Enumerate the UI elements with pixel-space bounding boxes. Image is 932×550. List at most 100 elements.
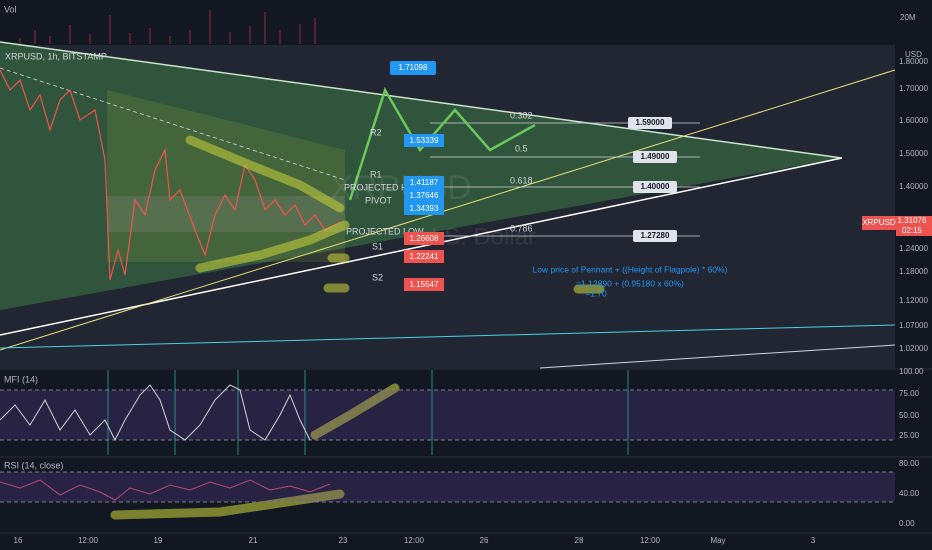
last-price: 1.31076	[898, 216, 927, 225]
main-pane	[0, 45, 895, 368]
time-tick: 3	[811, 536, 816, 545]
pivot-price: 1.41187	[410, 178, 439, 187]
annotation: =1.12890 + (0.95180 x 60%)	[576, 278, 684, 288]
rsi-line	[0, 479, 331, 501]
last-price-box	[896, 216, 932, 236]
countdown: 02:15	[902, 226, 923, 235]
mfi-tick: 25.00	[899, 431, 920, 440]
rsi-tick: 0.00	[899, 519, 915, 528]
fib-price: 1.49000	[641, 152, 670, 161]
time-tick: 12:00	[640, 536, 661, 545]
fib-ratio: 0.382	[510, 110, 533, 120]
fib-price: 1.27280	[641, 231, 670, 240]
last-symbol-box	[862, 216, 896, 230]
mfi-tick: 100.00	[899, 367, 924, 376]
price-tick: 1.07000	[899, 321, 928, 330]
wedge-line	[539, 344, 896, 369]
price-tick: 1.60000	[899, 116, 928, 125]
price-axis: 1.80000 1.70000 1.60000 1.50000 1.40000 1.240…	[899, 57, 928, 353]
mfi-tick: 50.00	[899, 411, 920, 420]
rsi-band	[0, 472, 895, 502]
pivot-price: 1.15547	[410, 280, 439, 289]
mfi-markers	[107, 370, 629, 455]
flag-zone	[107, 90, 345, 262]
pivot-box	[404, 134, 444, 147]
pivot-zone	[107, 196, 345, 232]
pivot-box	[404, 202, 444, 215]
annotation: Low price of Pennant + ((Height of Flagp…	[533, 264, 728, 274]
mfi-line	[0, 384, 311, 442]
highlight-strokes	[110, 135, 605, 520]
price-tick: 1.50000	[899, 149, 928, 158]
fib-ratio: 0.5	[515, 143, 528, 153]
time-tick: 12:00	[78, 536, 99, 545]
price-path	[0, 69, 341, 281]
mfi-label: MFI (14)	[4, 374, 38, 384]
volume-bars	[19, 10, 316, 44]
watermark-symbol: XRPUSD	[330, 169, 472, 207]
volume-tick: 20M	[900, 13, 916, 22]
pivot-name: S1	[372, 241, 383, 251]
pivot-box	[404, 278, 444, 291]
projection-zigzag	[348, 86, 536, 201]
rsi-tick: 40.00	[899, 489, 920, 498]
time-tick: 26	[480, 536, 489, 545]
dashed-line	[0, 67, 346, 181]
pivot-price: 1.37646	[410, 191, 439, 200]
fib-price: 1.40000	[641, 182, 670, 191]
fib-price-box	[633, 230, 677, 242]
price-tick: 1.02000	[899, 344, 928, 353]
pivot-price: 1.26608	[410, 234, 439, 243]
pivot-price: 1.34393	[410, 204, 439, 213]
mfi-axis: 100.00 75.00 50.00 25.00	[899, 367, 924, 440]
price-tick: 1.80000	[899, 57, 928, 66]
pivot-box	[404, 176, 444, 189]
support-line	[0, 324, 896, 349]
symbol-label: XRPUSD, 1h, BITSTAMP	[5, 51, 107, 61]
rsi-axis: 80.00 40.00 0.00	[899, 459, 920, 528]
pivot-name: S2	[372, 272, 383, 282]
fib-price: 1.59000	[636, 118, 665, 127]
time-tick: 23	[339, 536, 348, 545]
price-tick: 1.12000	[899, 296, 928, 305]
pennant-upper	[0, 41, 843, 159]
price-tick: 1.40000	[899, 182, 928, 191]
pivot-box	[404, 189, 444, 202]
pennant-lower	[0, 157, 843, 336]
price-tick: 1.18000	[899, 267, 928, 276]
time-tick: May	[710, 536, 725, 545]
rsi-tick: 80.00	[899, 459, 920, 468]
time-axis: 16 12:00 19 21 23 12:00 26 28 12:00 May 3	[14, 536, 816, 545]
pivot-price: 1.53339	[410, 136, 439, 145]
time-tick: 21	[249, 536, 258, 545]
pivot-name: PIVOT	[365, 195, 393, 205]
fib-price-box	[633, 181, 677, 193]
projection-name: PROJECTED HIGH	[344, 182, 424, 192]
rsi-label: RSI (14, close)	[4, 460, 64, 470]
fib-ratio: 0.786	[510, 223, 533, 233]
volume-label: Vol	[4, 4, 17, 14]
peak-box	[390, 61, 436, 75]
price-tick: 1.24000	[899, 244, 928, 253]
fib-price-box	[628, 117, 672, 129]
annotation: =1.70	[585, 288, 607, 298]
pivot-name: R1	[370, 169, 382, 179]
fib-ratio: 0.618	[510, 175, 533, 185]
time-tick: 16	[14, 536, 23, 545]
projection-name: PROJECTED LOW	[346, 226, 424, 236]
fib-price-box	[633, 151, 677, 163]
time-tick: 28	[575, 536, 584, 545]
pivot-name: R2	[370, 127, 382, 137]
pivot-box	[404, 232, 444, 245]
pivot-box	[404, 250, 444, 263]
mfi-tick: 75.00	[899, 389, 920, 398]
time-tick: 19	[154, 536, 163, 545]
last-symbol: XRPUSD	[862, 218, 896, 227]
pivot-price: 1.22241	[410, 252, 439, 261]
mfi-band	[0, 390, 895, 440]
time-tick: 12:00	[404, 536, 425, 545]
peak-price: 1.71098	[399, 63, 428, 72]
price-tick: 1.70000	[899, 84, 928, 93]
currency: USD	[905, 50, 922, 59]
